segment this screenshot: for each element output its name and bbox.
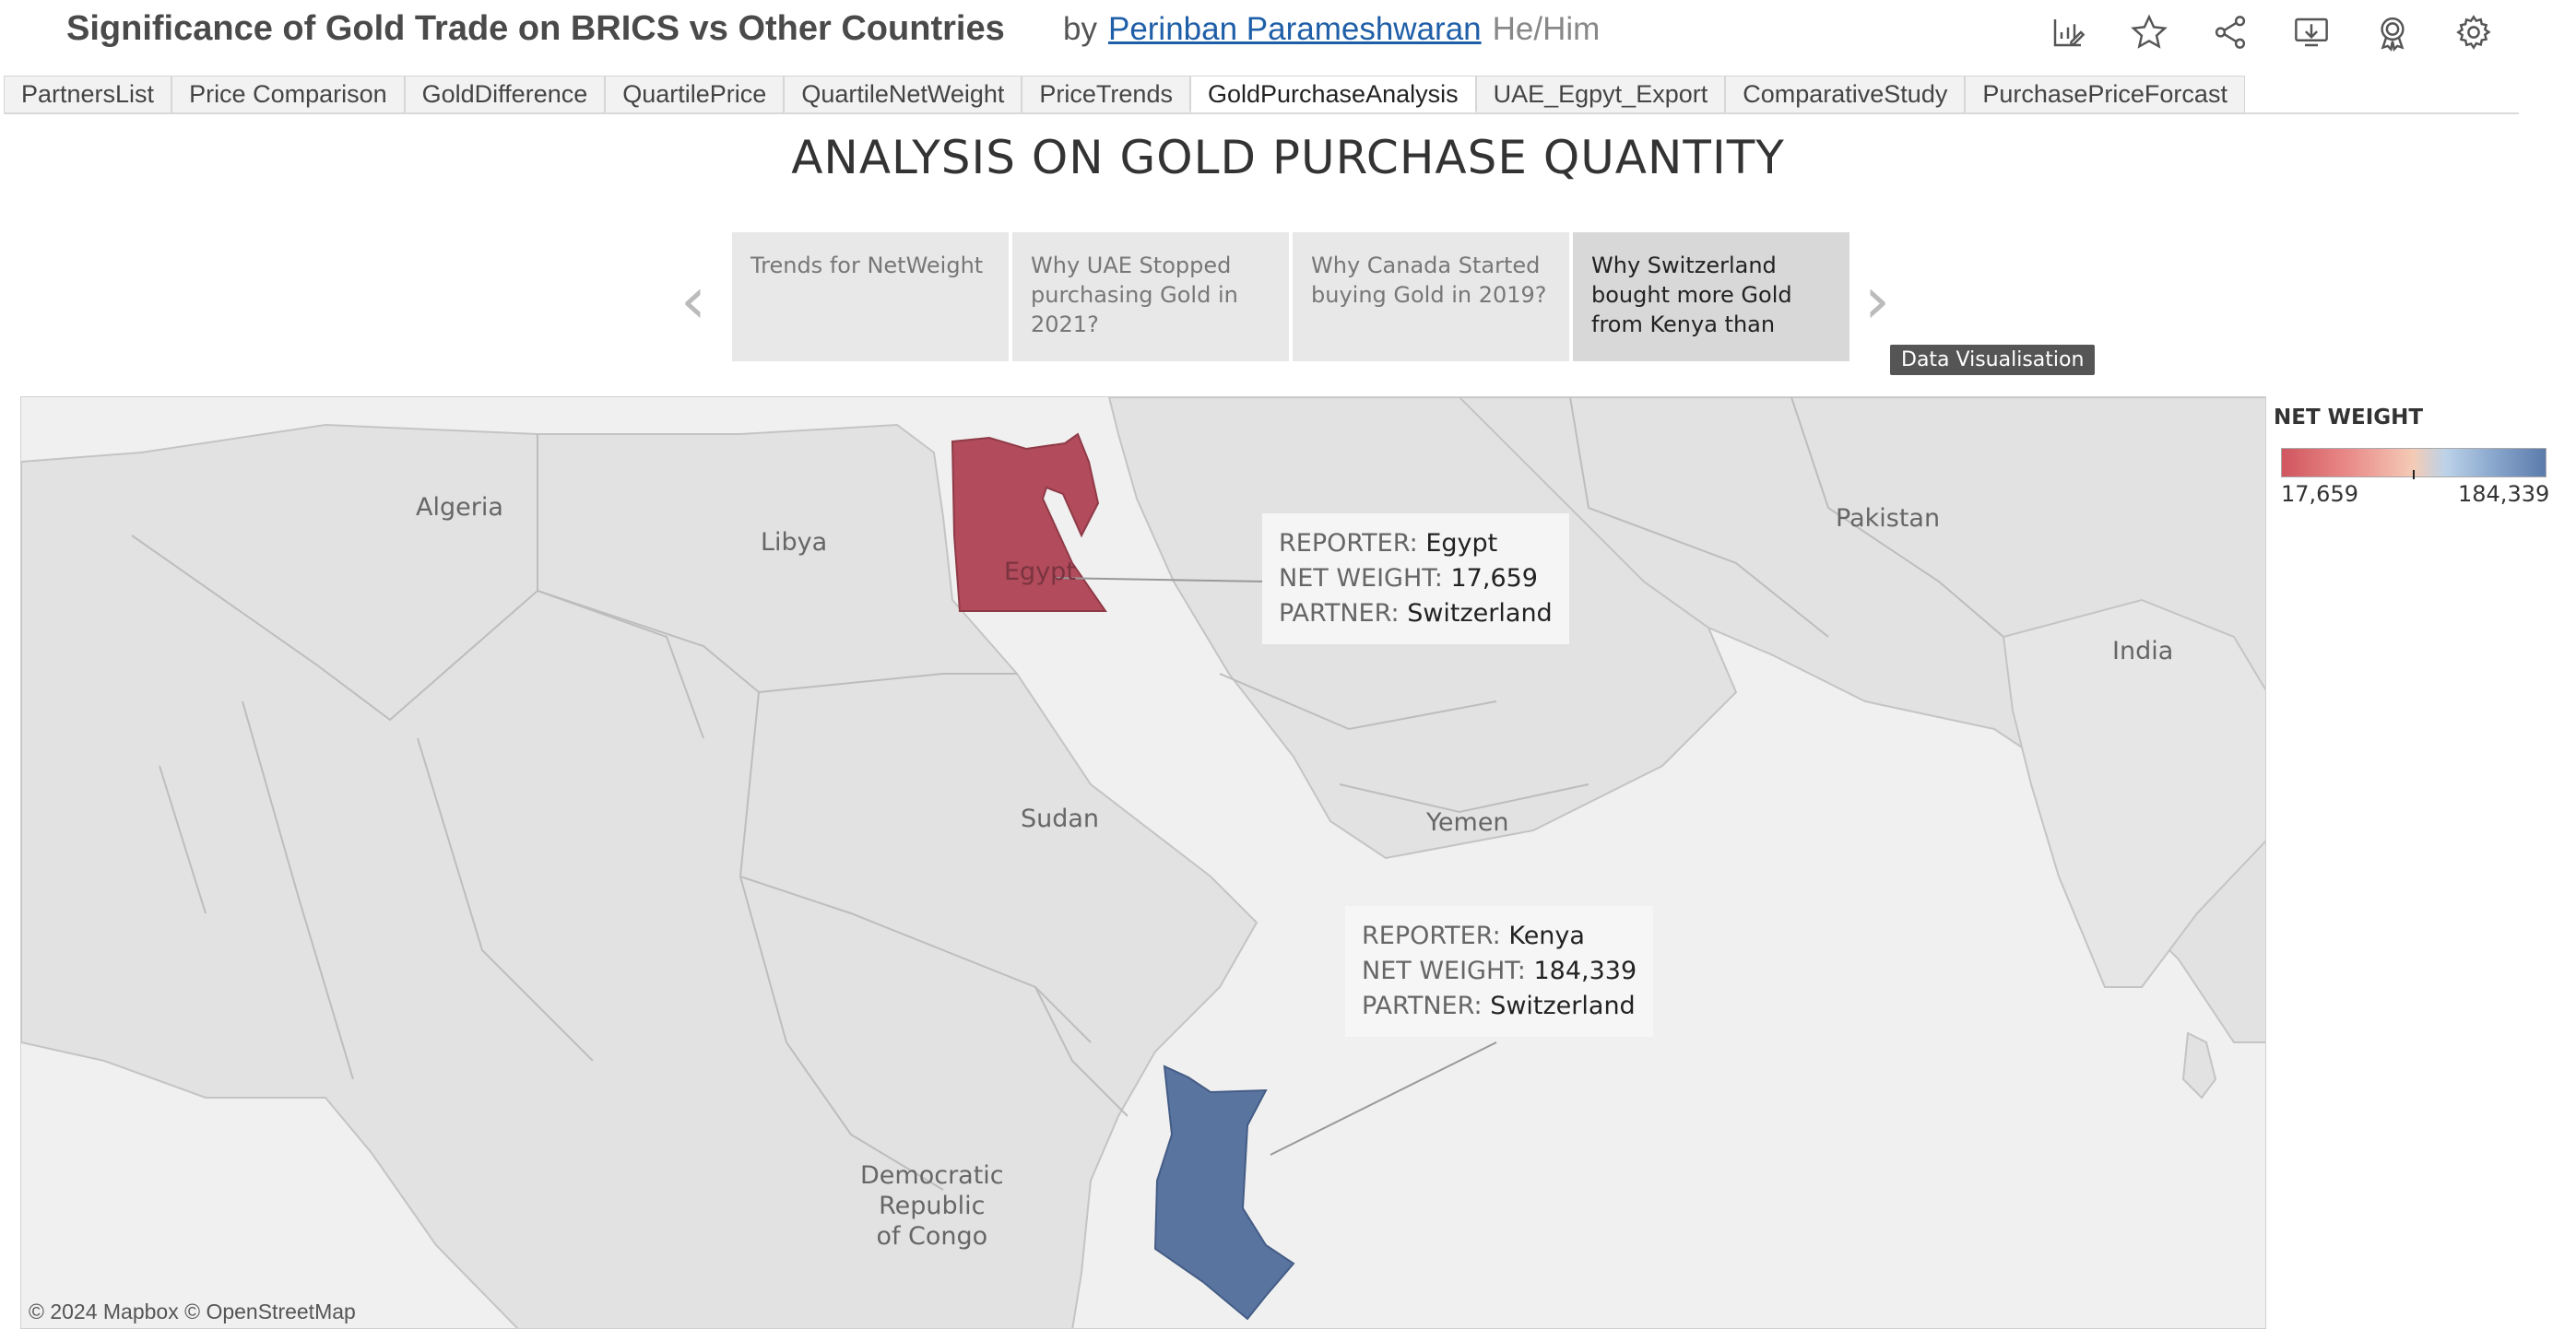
tooltip-partner-key: PARTNER: <box>1279 599 1400 628</box>
tooltip-reporter-key: REPORTER: <box>1279 529 1418 558</box>
workbook-title: Significance of Gold Trade on BRICS vs O… <box>66 9 1005 48</box>
label-sudan: Sudan <box>1021 805 1100 833</box>
label-libya: Libya <box>761 528 828 557</box>
label-yemen: Yemen <box>1426 808 1509 837</box>
label-pakistan: Pakistan <box>1836 504 1941 533</box>
by-text: by <box>1063 11 1097 47</box>
author-pronoun: He/Him <box>1492 11 1601 47</box>
land-africa <box>21 423 1258 1328</box>
tooltip-reporter-key: REPORTER: <box>1362 922 1501 950</box>
legend-max: 184,339 <box>2458 481 2550 507</box>
legend-marker <box>2413 470 2415 479</box>
tab-goldpurchaseanalysis[interactable]: GoldPurchaseAnalysis <box>1189 76 1476 112</box>
tab-partnerslist[interactable]: PartnersList <box>4 76 172 112</box>
tooltip-partner-key: PARTNER: <box>1362 992 1483 1020</box>
download-icon[interactable] <box>2292 13 2331 52</box>
legend-title: NET WEIGHT <box>2274 406 2424 429</box>
kenya-leader-line <box>1270 1041 1497 1156</box>
tooltip-netweight-value: 184,339 <box>1533 957 1637 985</box>
hover-tooltip: Data Visualisation <box>1890 345 2096 375</box>
tab-uae-egpyt-export[interactable]: UAE_Egpyt_Export <box>1475 76 1726 112</box>
map-canvas <box>21 397 2265 1328</box>
label-algeria: Algeria <box>416 493 503 522</box>
label-drc: Democratic Republic of Congo <box>860 1161 1004 1251</box>
edit-chart-icon[interactable] <box>2049 13 2087 52</box>
badge-icon[interactable] <box>2373 13 2412 52</box>
tab-pricetrends[interactable]: PriceTrends <box>1022 76 1190 112</box>
star-icon[interactable] <box>2130 13 2168 52</box>
story-point-2[interactable]: Why UAE Stopped purchasing Gold in 2021? <box>1012 232 1289 361</box>
egypt-leader-line <box>1053 577 1267 582</box>
legend-min: 17,659 <box>2281 481 2358 507</box>
gold-purchase-map[interactable]: Algeria Libya Egypt Sudan Yemen Pakistan… <box>20 396 2266 1329</box>
tooltip-reporter-value: Egypt <box>1425 529 1498 558</box>
tab-quartilenetweight[interactable]: QuartileNetWeight <box>784 76 1022 112</box>
tooltip-reporter-value: Kenya <box>1508 922 1585 950</box>
author-link[interactable]: Perinban Parameshwaran <box>1107 11 1482 47</box>
tooltip-partner-value: Switzerland <box>1407 599 1553 628</box>
tab-comparativestudy[interactable]: ComparativeStudy <box>1725 76 1966 112</box>
byline: by Perinban Parameshwaran He/Him <box>1063 11 1600 48</box>
story-point-1[interactable]: Trends for NetWeight <box>732 232 1009 361</box>
tooltip-partner-value: Switzerland <box>1490 992 1636 1020</box>
land-srilanka <box>2181 1031 2217 1100</box>
label-egypt: Egypt <box>1004 558 1076 586</box>
tab-quartileprice[interactable]: QuartilePrice <box>605 76 785 112</box>
tab-purchasepriceforcast[interactable]: PurchasePriceForcast <box>1965 76 2245 112</box>
kenya-tooltip: REPORTER: Kenya NET WEIGHT: 184,339 PART… <box>1345 906 1654 1037</box>
story-point-3[interactable]: Why Canada Started buying Gold in 2019? <box>1293 232 1569 361</box>
label-india: India <box>2112 637 2174 665</box>
gear-icon[interactable] <box>2454 13 2493 52</box>
chevron-left-icon[interactable]: ‹ <box>680 263 706 338</box>
tooltip-netweight-key: NET WEIGHT: <box>1279 564 1443 593</box>
land-india <box>2002 598 2265 988</box>
country-borders <box>131 397 2004 1191</box>
kenya-region <box>1153 1064 1295 1321</box>
story-point-4[interactable]: Why Switzerland bought more Gold from Ke… <box>1573 232 1849 361</box>
tab-price-comparison[interactable]: Price Comparison <box>171 76 405 112</box>
dashboard-title: ANALYSIS ON GOLD PURCHASE QUANTITY <box>791 131 1785 184</box>
egypt-region <box>951 432 1107 612</box>
chevron-right-icon[interactable]: › <box>1864 263 1890 338</box>
tooltip-netweight-value: 17,659 <box>1450 564 1538 593</box>
tooltip-netweight-key: NET WEIGHT: <box>1362 957 1526 985</box>
sheet-tabs: PartnersList Price Comparison GoldDiffer… <box>4 76 2519 114</box>
share-icon[interactable] <box>2211 13 2250 52</box>
tab-golddifference[interactable]: GoldDifference <box>404 76 606 112</box>
dashboard-header: Significance of Gold Trade on BRICS vs O… <box>0 0 2576 74</box>
map-credit[interactable]: © 2024 Mapbox © OpenStreetMap <box>29 1300 356 1323</box>
egypt-tooltip: REPORTER: Egypt NET WEIGHT: 17,659 PARTN… <box>1262 513 1569 644</box>
